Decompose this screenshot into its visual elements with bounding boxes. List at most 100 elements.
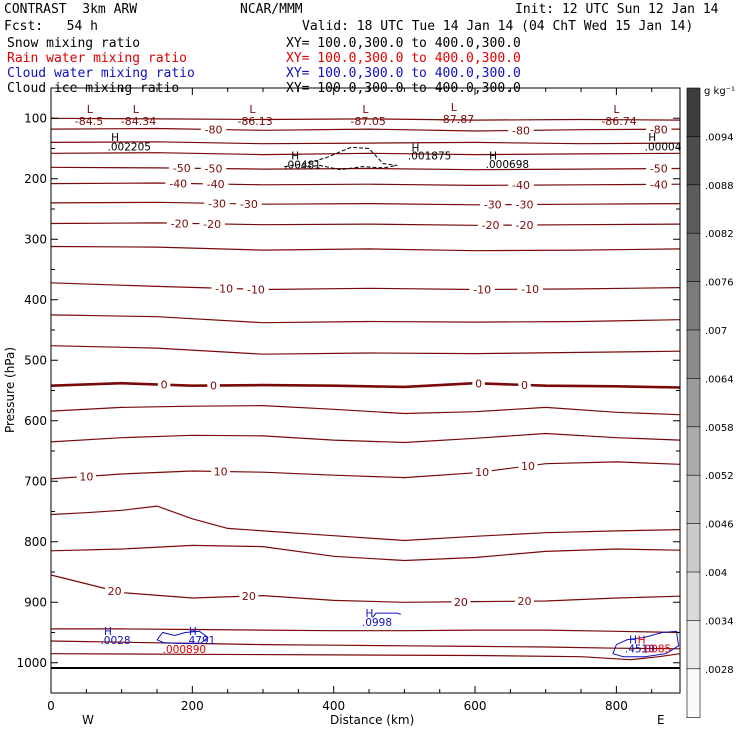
- isotherm-label: 10: [214, 465, 228, 478]
- isotherm-line: [51, 462, 680, 479]
- isotherm-label: 0: [210, 379, 217, 392]
- max-annotation: .0028: [100, 635, 130, 647]
- isotherm-line: [51, 383, 680, 387]
- isotherm-label: 20: [242, 590, 256, 603]
- isotherm-label: 10: [521, 460, 535, 473]
- isotherm-label: -10: [521, 283, 539, 296]
- isotherm-label: 20: [518, 595, 532, 608]
- colorbar-label: .0088: [705, 181, 734, 192]
- max-annotation: .00004: [645, 141, 682, 153]
- colorbar-label: .0082: [705, 229, 734, 240]
- isotherm-label: 10: [79, 470, 93, 483]
- isotherm-label: 20: [108, 585, 122, 598]
- max-annotation: .000890: [163, 644, 206, 656]
- isotherm-label: -30: [484, 199, 502, 212]
- colorbar-label: .007: [705, 326, 727, 337]
- y-tick-label: 200: [24, 172, 47, 186]
- colorbar-label: .004: [705, 568, 727, 579]
- colorbar-swatch: [687, 620, 700, 669]
- y-tick-label: 800: [24, 535, 47, 549]
- x-tick-label: 200: [181, 699, 204, 713]
- colorbar-label: .0076: [705, 278, 734, 289]
- isotherm-label: -50: [650, 163, 668, 176]
- isotherm-label: 0: [521, 379, 528, 392]
- colorbar-swatch: [687, 136, 700, 185]
- isotherm-line: [51, 223, 680, 225]
- isotherm-line: [51, 129, 680, 132]
- isotherm-line: [51, 545, 680, 560]
- isotherm-label: -10: [473, 283, 491, 296]
- y-tick-label: 300: [24, 232, 47, 246]
- colorbar-swatch: [687, 475, 700, 524]
- low-value: -86.13: [237, 115, 272, 128]
- max-annotation: .00481: [284, 159, 321, 171]
- isotherm-label: -30: [516, 198, 534, 211]
- max-annotation: .000698: [486, 159, 529, 171]
- isotherm-label: -30: [240, 198, 258, 211]
- colorbar-swatch: [687, 282, 700, 331]
- isotherm-label: -40: [650, 178, 668, 191]
- isotherm-line: [51, 315, 680, 323]
- x-tick-label: 400: [322, 699, 345, 713]
- isotherm-label: -30: [208, 197, 226, 210]
- isotherm-label: -40: [169, 177, 187, 190]
- isotherm-label: 0: [475, 377, 482, 390]
- isotherm-label: 0: [161, 379, 168, 392]
- isotherm-label: -20: [203, 218, 221, 231]
- isotherm-label: -80: [205, 124, 223, 137]
- y-tick-label: 500: [24, 353, 47, 367]
- isotherm-label: -40: [207, 178, 225, 191]
- low-value: -87.05: [350, 115, 385, 128]
- low-value: -87.87: [439, 113, 474, 126]
- isotherm-line: [51, 506, 680, 540]
- east-label: E: [657, 713, 665, 727]
- isotherm-line: [51, 654, 680, 660]
- isotherm-line: [51, 346, 680, 355]
- isotherm-line: [51, 434, 680, 443]
- y-tick-label: 100: [24, 111, 47, 125]
- isotherm-line: [51, 202, 680, 205]
- low-value: -84.5: [75, 115, 103, 128]
- max-annotation: .0998: [362, 617, 392, 629]
- colorbar-swatch: [687, 88, 700, 137]
- colorbar-label: .0052: [705, 471, 734, 482]
- colorbar-label: .0034: [705, 616, 734, 627]
- y-tick-label: 1000: [16, 656, 47, 670]
- x-tick-label: 0: [47, 699, 55, 713]
- colorbar-label: .0064: [705, 374, 734, 385]
- isotherm-line: [51, 575, 680, 602]
- isotherm-label: -20: [171, 217, 189, 230]
- colorbar-swatch: [687, 572, 700, 621]
- isotherm-label: -40: [512, 179, 530, 192]
- y-tick-label: 700: [24, 474, 47, 488]
- isotherm-line: [51, 283, 680, 290]
- isotherm-label: -50: [173, 162, 191, 175]
- x-tick-label: 600: [464, 699, 487, 713]
- isotherm-label: -20: [516, 219, 534, 232]
- isotherm-line: [51, 641, 680, 649]
- colorbar-label: .0046: [705, 520, 734, 531]
- colorbar-label: .0028: [705, 665, 734, 676]
- colorbar-swatch: [687, 378, 700, 427]
- colorbar-swatch: [687, 185, 700, 234]
- isotherm-line: [51, 247, 680, 251]
- cross-section-chart: -80 -80 -80-50 -50 -50-40 -40 -40 -40-30 -30 -30-…: [0, 0, 740, 740]
- isotherm-label: -10: [247, 283, 265, 296]
- isotherm-line: [51, 629, 680, 633]
- isotherm-label: 20: [454, 596, 468, 609]
- colorbar-swatch: [687, 427, 700, 476]
- isotherm-line: [51, 406, 680, 415]
- colorbar-swatch: [687, 669, 700, 718]
- isotherm-label: -20: [482, 219, 500, 232]
- low-value: -86.74: [601, 115, 636, 128]
- isotherm-line: [51, 167, 680, 169]
- low-value: -84.34: [121, 115, 156, 128]
- isotherm-label: 10: [475, 466, 489, 479]
- y-axis-title: Pressure (hPa): [3, 347, 17, 433]
- plot-frame: [51, 88, 680, 693]
- isotherm-label: -50: [205, 163, 223, 176]
- max-annotation: .002205: [108, 141, 151, 153]
- isotherm-line: [51, 183, 680, 185]
- isotherm-label: -80: [512, 124, 530, 137]
- colorbar-label: .0094: [705, 132, 734, 143]
